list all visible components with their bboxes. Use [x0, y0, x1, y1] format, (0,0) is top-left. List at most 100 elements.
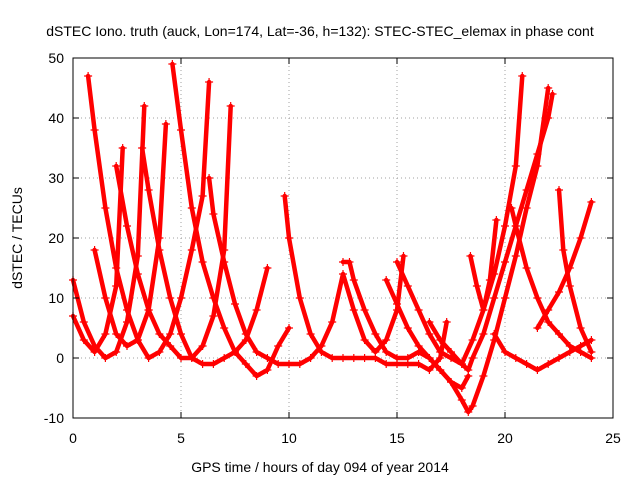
- y-tick-label: 10: [48, 290, 64, 306]
- data-point: [328, 354, 337, 362]
- data-point: [138, 144, 147, 152]
- data-point: [501, 258, 509, 266]
- data-point: [274, 342, 283, 350]
- data-point: [209, 312, 218, 320]
- data-point: [544, 360, 553, 368]
- data-point: [393, 258, 401, 266]
- data-point: [425, 366, 434, 374]
- data-point: [511, 162, 520, 170]
- series-sat-p: [507, 204, 596, 362]
- data-point: [511, 354, 520, 362]
- data-point: [447, 348, 455, 356]
- data-point: [112, 348, 121, 356]
- x-tick-label: 10: [281, 430, 297, 446]
- data-point: [252, 306, 261, 314]
- data-point: [220, 324, 229, 332]
- series-sat-m: [425, 90, 557, 374]
- data-point: [565, 342, 574, 350]
- data-point: [317, 348, 326, 356]
- data-point: [220, 354, 229, 362]
- data-point: [576, 324, 585, 332]
- data-point: [533, 150, 542, 158]
- data-point: [501, 222, 509, 230]
- data-point: [285, 360, 293, 368]
- data-point: [187, 354, 196, 362]
- series-sat-l: [393, 72, 527, 368]
- series-line: [394, 73, 525, 367]
- data-point: [414, 360, 423, 368]
- data-point: [533, 324, 542, 332]
- y-axis-label: dSTEC / TECUs: [9, 187, 25, 289]
- x-tick-label: 20: [497, 430, 513, 446]
- data-point: [133, 270, 142, 278]
- data-point: [241, 330, 250, 338]
- data-point: [231, 300, 239, 308]
- data-point: [468, 402, 477, 410]
- series-sat-r: [533, 198, 596, 332]
- data-point: [252, 372, 261, 380]
- data-point: [425, 318, 434, 326]
- data-point: [226, 102, 235, 110]
- data-point: [360, 336, 369, 344]
- y-tick-label: 0: [56, 350, 64, 366]
- data-point: [522, 264, 531, 272]
- data-point: [479, 306, 488, 314]
- data-point: [285, 234, 293, 242]
- data-point: [161, 120, 170, 128]
- data-point: [587, 348, 596, 356]
- series-sat-q: [555, 186, 596, 356]
- data-point: [436, 336, 445, 344]
- series-line: [535, 199, 594, 331]
- data-point: [328, 318, 337, 326]
- data-point: [285, 324, 293, 332]
- data-point: [101, 354, 110, 362]
- data-point: [198, 360, 207, 368]
- data-point: [464, 366, 473, 374]
- data-point: [112, 162, 121, 170]
- data-point: [555, 330, 563, 338]
- data-point: [198, 342, 207, 350]
- chart-title: dSTEC Iono. truth (auck, Lon=174, Lat=-3…: [46, 23, 594, 39]
- data-point: [144, 354, 153, 362]
- data-point: [468, 336, 477, 344]
- data-point: [123, 222, 131, 230]
- data-point: [436, 366, 445, 374]
- data-point: [533, 294, 542, 302]
- x-tick-label: 15: [389, 430, 405, 446]
- data-point: [339, 270, 347, 278]
- x-tick-label: 0: [69, 430, 77, 446]
- data-point: [479, 372, 488, 380]
- data-point: [140, 102, 149, 110]
- data-point: [306, 354, 315, 362]
- y-tick-label: 20: [48, 230, 64, 246]
- data-point: [565, 282, 574, 290]
- data-point: [576, 234, 585, 242]
- data-point: [177, 330, 185, 338]
- data-point: [382, 360, 391, 368]
- data-point: [263, 354, 272, 362]
- data-point: [252, 348, 261, 356]
- series-line: [206, 175, 406, 367]
- data-point: [447, 378, 455, 386]
- data-point: [544, 306, 553, 314]
- data-point: [442, 318, 451, 326]
- data-point: [144, 186, 153, 194]
- data-point: [84, 72, 93, 80]
- data-point: [166, 342, 175, 350]
- grid: [73, 58, 613, 418]
- data-point: [177, 126, 185, 134]
- data-point: [90, 246, 99, 254]
- data-point: [205, 174, 214, 182]
- data-point: [555, 288, 563, 296]
- data-point: [295, 294, 304, 302]
- data-point: [349, 306, 358, 314]
- data-point: [533, 366, 542, 374]
- data-point: [457, 384, 466, 392]
- data-point: [133, 336, 142, 344]
- data-point: [79, 318, 88, 326]
- data-point: [90, 126, 99, 134]
- data-point: [511, 252, 520, 260]
- data-point: [101, 330, 110, 338]
- data-point: [414, 306, 423, 314]
